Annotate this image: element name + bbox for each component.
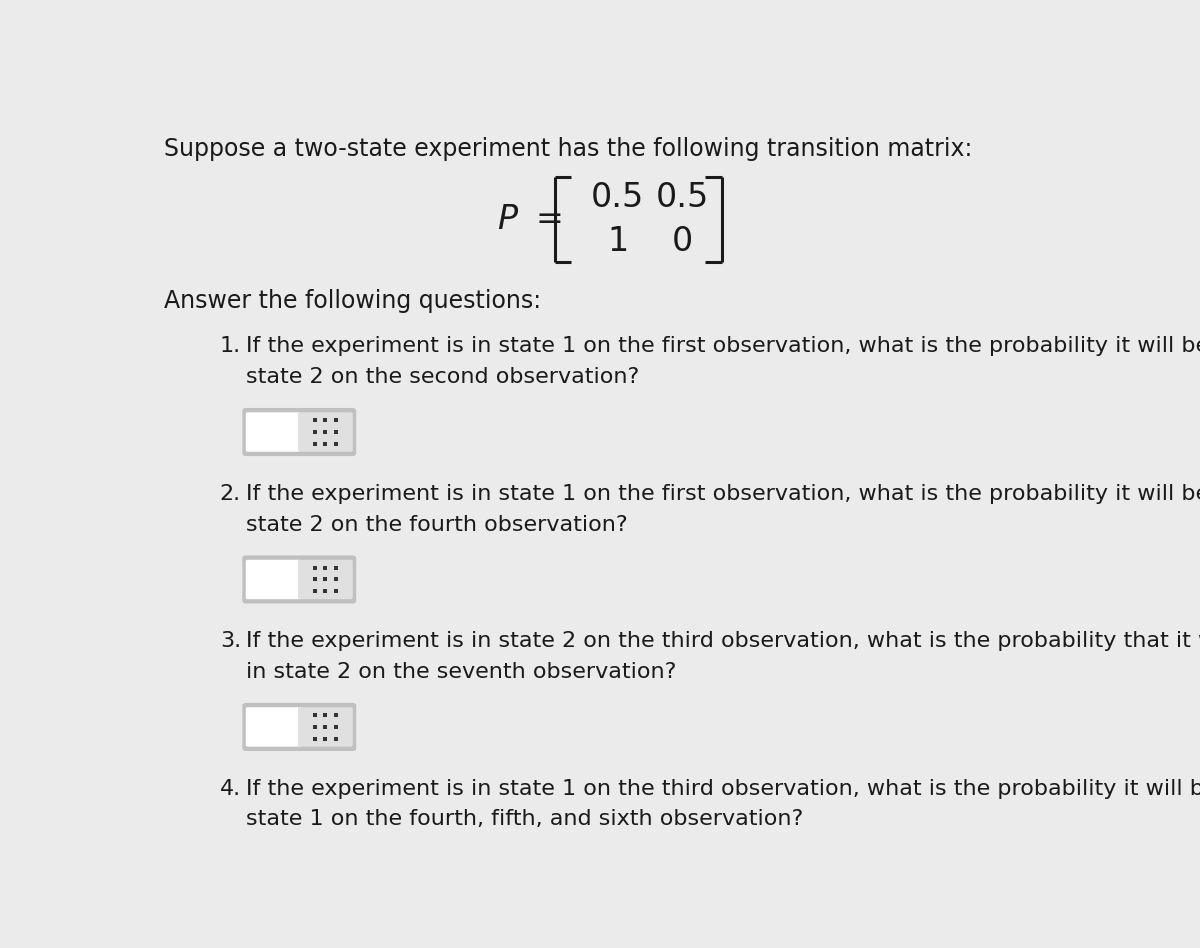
Text: If the experiment is in state 1 on the first observation, what is the probabilit: If the experiment is in state 1 on the f… — [246, 483, 1200, 503]
FancyBboxPatch shape — [246, 412, 301, 452]
Text: 0.5: 0.5 — [655, 181, 708, 214]
FancyBboxPatch shape — [242, 556, 355, 603]
Text: 0: 0 — [671, 225, 692, 258]
FancyBboxPatch shape — [242, 703, 355, 750]
FancyBboxPatch shape — [246, 707, 301, 747]
Text: state 2 on the second observation?: state 2 on the second observation? — [246, 367, 640, 387]
FancyBboxPatch shape — [246, 855, 301, 894]
Text: 2.: 2. — [220, 483, 241, 503]
FancyBboxPatch shape — [298, 412, 353, 452]
Text: If the experiment is in state 2 on the third observation, what is the probabilit: If the experiment is in state 2 on the t… — [246, 631, 1200, 651]
Text: =: = — [536, 203, 564, 236]
Text: Suppose a two-state experiment has the following transition matrix:: Suppose a two-state experiment has the f… — [164, 137, 972, 161]
FancyBboxPatch shape — [298, 855, 353, 894]
FancyBboxPatch shape — [242, 409, 355, 455]
FancyBboxPatch shape — [246, 559, 301, 599]
Text: P: P — [497, 203, 517, 236]
FancyBboxPatch shape — [298, 559, 353, 599]
FancyBboxPatch shape — [298, 707, 353, 747]
Text: 0.5: 0.5 — [592, 181, 644, 214]
Text: 4.: 4. — [220, 778, 241, 799]
Text: 3.: 3. — [220, 631, 241, 651]
Text: 1: 1 — [607, 225, 629, 258]
Text: If the experiment is in state 1 on the first observation, what is the probabilit: If the experiment is in state 1 on the f… — [246, 337, 1200, 356]
Text: state 1 on the fourth, fifth, and sixth observation?: state 1 on the fourth, fifth, and sixth … — [246, 810, 803, 830]
Text: 1.: 1. — [220, 337, 241, 356]
Text: If the experiment is in state 1 on the third observation, what is the probabilit: If the experiment is in state 1 on the t… — [246, 778, 1200, 799]
Text: in state 2 on the seventh observation?: in state 2 on the seventh observation? — [246, 662, 676, 682]
FancyBboxPatch shape — [242, 851, 355, 898]
Text: Answer the following questions:: Answer the following questions: — [164, 289, 541, 313]
Text: state 2 on the fourth observation?: state 2 on the fourth observation? — [246, 515, 628, 535]
